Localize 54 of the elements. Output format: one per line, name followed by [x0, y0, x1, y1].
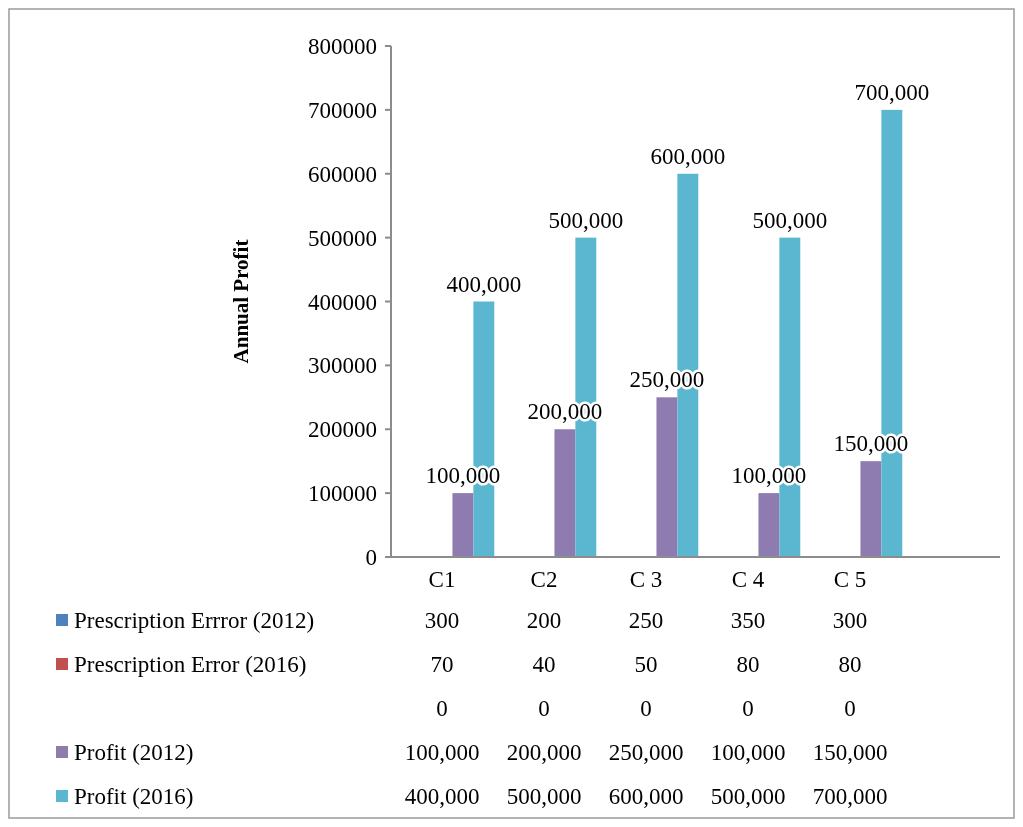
- data-label: 500,000: [710, 784, 786, 810]
- text: 600,000: [650, 143, 726, 169]
- data-label: 0: [640, 696, 652, 722]
- data-label: 70: [430, 652, 454, 678]
- data-label: 0: [538, 696, 550, 722]
- text: 500,000: [548, 207, 624, 233]
- y-tick-label: 100000: [308, 481, 377, 507]
- bar: [758, 493, 780, 557]
- data-label: 80: [736, 652, 760, 678]
- data-label: 700,000: [812, 784, 888, 810]
- data-label: 0: [436, 696, 448, 722]
- y-tick-label: 500000: [308, 225, 377, 251]
- y-tick-label: 800000: [308, 34, 377, 60]
- legend-label: Prescription Error (2016): [74, 652, 307, 678]
- text: 500,000: [752, 207, 828, 233]
- text: 400,000: [446, 271, 522, 297]
- y-tick-label: 400000: [308, 289, 377, 315]
- data-label: 300: [424, 608, 460, 634]
- y-tick-label: 200000: [308, 417, 377, 443]
- bar: [860, 461, 882, 557]
- y-tick-label: 0: [365, 545, 377, 571]
- data-label: 0: [742, 696, 754, 722]
- data-label: 250: [628, 608, 664, 634]
- y-tick-label: 600000: [308, 161, 377, 187]
- y-tick-label: 700000: [308, 97, 377, 123]
- x-tick-label: C2: [530, 567, 558, 593]
- y-tick-label: 300000: [308, 353, 377, 379]
- data-label: 500,000: [506, 784, 582, 810]
- data-label: 400,000: [404, 784, 480, 810]
- legend-label: Profit (2012): [74, 740, 194, 766]
- data-label: 50: [634, 652, 658, 678]
- legend-label: Prescription Errror (2012): [74, 608, 315, 634]
- data-label: 200,000: [506, 740, 582, 766]
- y-axis-title: Annual Profit: [229, 239, 253, 364]
- text: 700,000: [854, 79, 930, 105]
- data-label: 100,000: [404, 740, 480, 766]
- legend-label: Profit (2016): [74, 784, 194, 810]
- data-label: 200: [526, 608, 562, 634]
- data-label: 350: [730, 608, 766, 634]
- bar: [656, 397, 678, 557]
- x-tick-label: C 3: [629, 567, 663, 593]
- data-label: 80: [838, 652, 862, 678]
- data-label: 40: [532, 652, 556, 678]
- x-tick-label: C1: [428, 567, 456, 593]
- x-tick-label: C 5: [833, 567, 867, 593]
- bar: [452, 493, 474, 557]
- data-label: 0: [844, 696, 856, 722]
- x-tick-label: C 4: [731, 567, 765, 593]
- data-label: 150,000: [812, 740, 888, 766]
- data-label: 250,000: [608, 740, 684, 766]
- bar: [554, 429, 576, 557]
- data-label: 600,000: [608, 784, 684, 810]
- data-label: 300: [832, 608, 868, 634]
- data-label: 100,000: [710, 740, 786, 766]
